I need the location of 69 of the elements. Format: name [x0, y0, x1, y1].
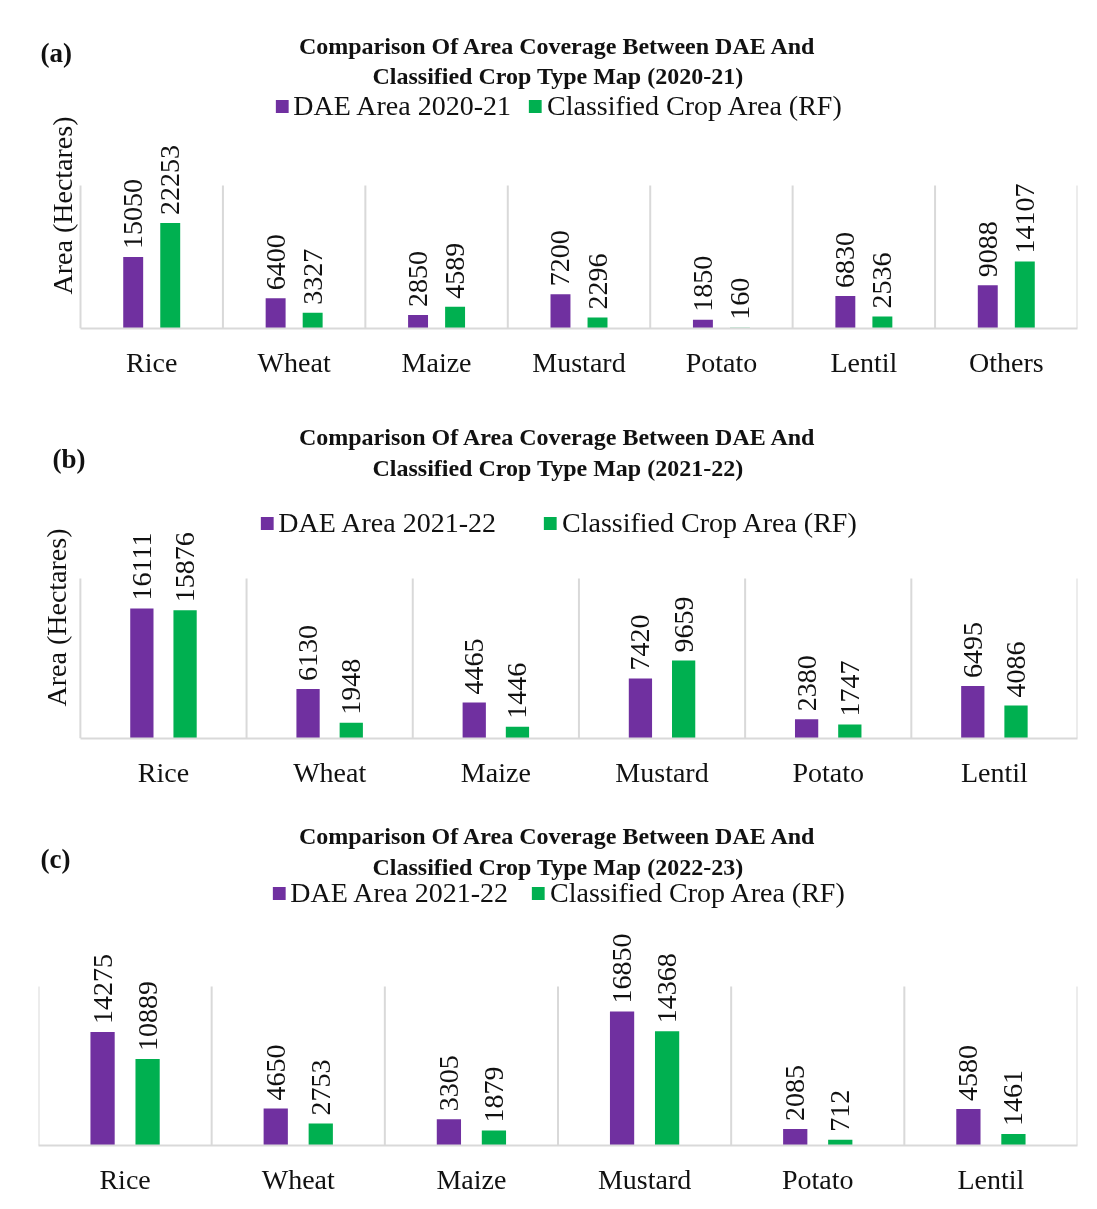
data-label: 15876 — [169, 532, 201, 603]
data-label: 160 — [723, 277, 755, 320]
data-label: 7420 — [624, 614, 656, 671]
x-tick-label: Rice — [137, 756, 190, 788]
x-tick-label: Rice — [126, 346, 178, 378]
data-label: 9659 — [667, 596, 699, 653]
data-label: 6400 — [259, 234, 291, 291]
data-label: 16111 — [125, 532, 157, 601]
data-label: 22253 — [154, 144, 186, 215]
text: (a) — [40, 37, 72, 68]
data-label: 14368 — [651, 953, 683, 1024]
legend-label: Classified Crop Area (RF) — [546, 90, 842, 122]
data-label: 2536 — [866, 252, 898, 309]
legend-label: DAE Area 2021-22 — [290, 877, 508, 909]
data-label: 7200 — [544, 230, 576, 287]
data-label: 712 — [824, 1089, 856, 1132]
x-tick-label: Lentil — [957, 1163, 1025, 1195]
data-label: 3305 — [432, 1055, 464, 1112]
data-label: 4650 — [259, 1044, 291, 1101]
data-label: 14107 — [1008, 183, 1040, 254]
data-label: 16850 — [606, 933, 638, 1004]
data-label: 10889 — [131, 980, 163, 1051]
x-tick-label: Lentil — [960, 756, 1029, 788]
y-axis-title: Area (Hectares) — [41, 528, 72, 707]
x-tick-label: Potato — [781, 1163, 854, 1195]
data-label: 6495 — [956, 622, 988, 679]
data-label: 6830 — [829, 232, 861, 289]
data-label: 1850 — [686, 255, 718, 312]
legend-label: DAE Area 2021-22 — [278, 507, 496, 539]
x-tick-label: Rice — [99, 1163, 151, 1195]
data-label: 4465 — [458, 638, 490, 695]
x-tick-label: Maize — [401, 346, 472, 378]
chart-title: Comparison Of Area Coverage Between DAE And Classified Crop Type Map (2020-21) — [298, 32, 816, 89]
x-tick-label: Potato — [792, 756, 864, 788]
data-label: 4589 — [439, 242, 471, 299]
data-label: 15050 — [117, 179, 149, 250]
x-tick-label: Potato — [685, 346, 758, 378]
data-label: 1879 — [477, 1066, 509, 1123]
x-tick-label: Mustard — [615, 756, 709, 788]
data-label: 4086 — [1000, 641, 1032, 698]
data-label: 1948 — [335, 658, 367, 715]
data-label: 9088 — [971, 221, 1003, 278]
x-tick-label: Mustard — [532, 346, 626, 378]
data-label: 2296 — [581, 253, 613, 310]
x-tick-label: Lentil — [830, 346, 898, 378]
data-label: 6130 — [292, 625, 324, 682]
data-label: 4580 — [952, 1045, 984, 1102]
text: (c) — [40, 843, 71, 874]
legend-label: DAE Area 2020-21 — [293, 90, 511, 122]
x-tick-label: Mustard — [597, 1163, 692, 1195]
x-tick-label: Wheat — [257, 346, 331, 378]
x-tick-label: Maize — [460, 756, 531, 788]
data-label: 1446 — [501, 662, 533, 719]
data-label: 2753 — [304, 1059, 336, 1116]
data-label: 1461 — [997, 1069, 1029, 1126]
data-label: 1747 — [833, 660, 865, 717]
text: (b) — [52, 443, 86, 474]
data-label: 2380 — [790, 655, 822, 712]
y-axis-title: Area (Hectares) — [47, 116, 78, 295]
chart-title: Comparison Of Area Coverage Between DAE And Classified Crop Type Map (2021-22) — [298, 423, 816, 481]
x-tick-label: Maize — [436, 1163, 507, 1195]
legend-label: Classified Crop Area (RF) — [561, 507, 857, 539]
data-label: 2085 — [779, 1064, 811, 1121]
data-label: 14275 — [86, 953, 118, 1024]
x-tick-label: Wheat — [261, 1163, 335, 1195]
x-tick-label: Others — [968, 346, 1044, 378]
data-label: 2850 — [402, 250, 434, 307]
x-tick-label: Wheat — [293, 756, 367, 788]
data-label: 3327 — [296, 248, 328, 305]
